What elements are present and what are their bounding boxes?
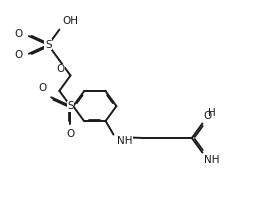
Text: H: H	[208, 108, 216, 118]
Text: O: O	[57, 64, 65, 74]
Text: O: O	[38, 83, 46, 94]
Text: OH: OH	[62, 16, 78, 26]
Text: NH: NH	[117, 136, 132, 146]
Text: NH: NH	[204, 155, 219, 165]
Text: S: S	[45, 40, 52, 50]
Text: S: S	[67, 101, 74, 111]
Text: O: O	[204, 111, 212, 121]
Text: O: O	[66, 129, 75, 139]
Text: O: O	[14, 29, 22, 39]
Text: O: O	[14, 51, 22, 61]
